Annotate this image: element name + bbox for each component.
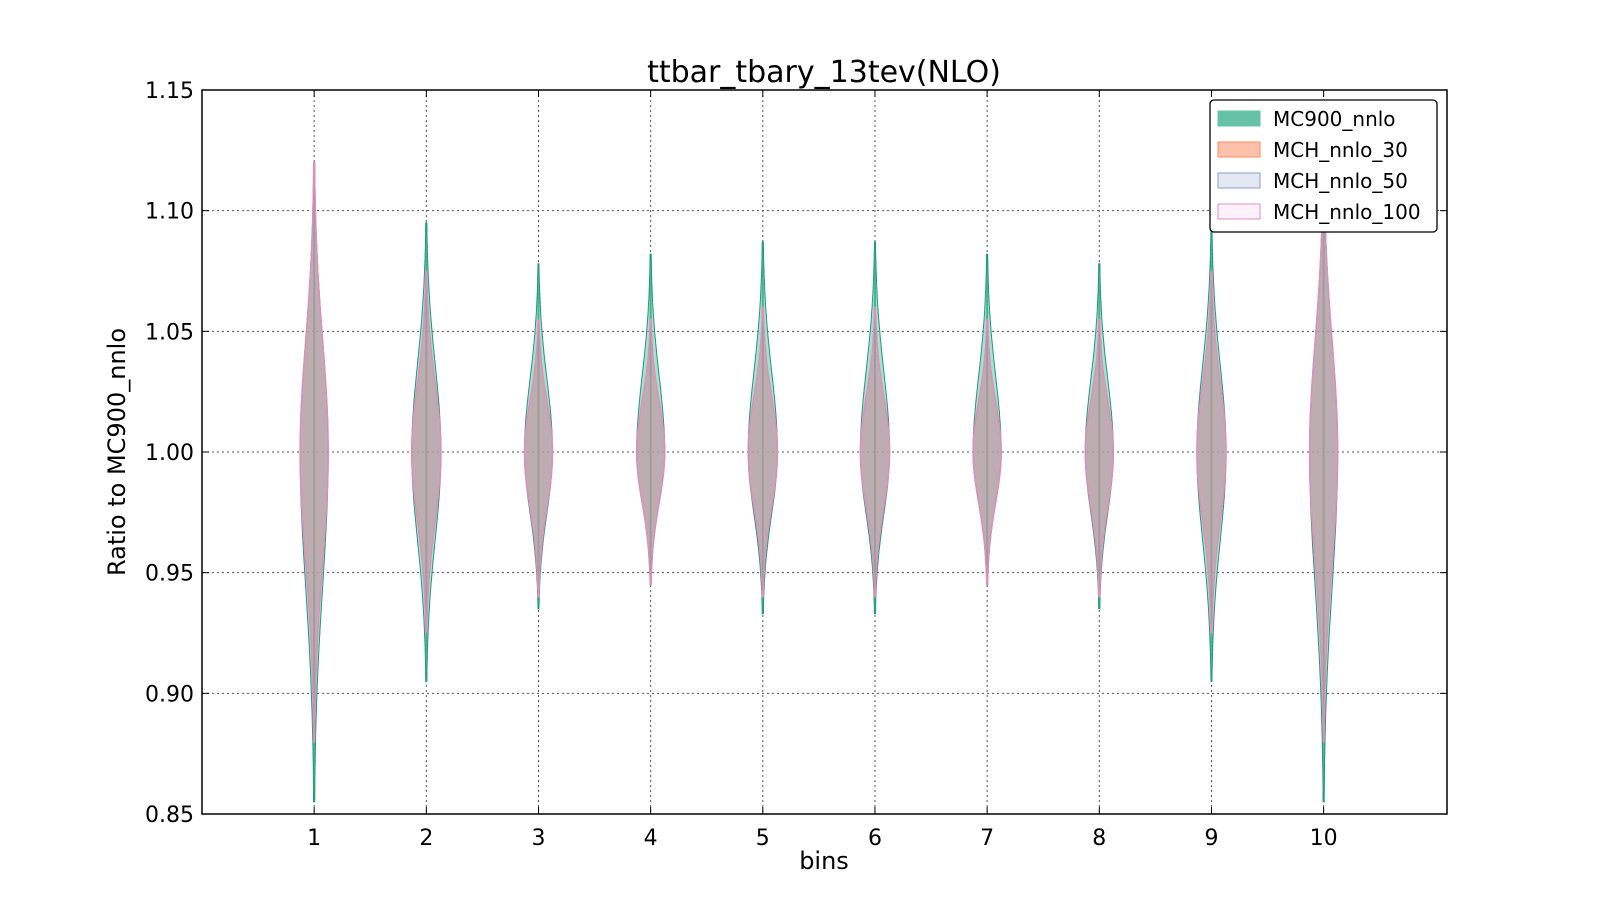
y-tick-label: 1.05 <box>145 320 194 345</box>
x-tick-label: 8 <box>1092 826 1106 851</box>
mch100-violin <box>1196 270 1227 634</box>
legend-swatch-mc900-nnlo <box>1217 110 1261 127</box>
x-tick-label: 1 <box>307 826 321 851</box>
legend-label-mch-nnlo-30: MCH_nnlo_30 <box>1273 138 1408 162</box>
legend-label-mc900-nnlo: MC900_nnlo <box>1273 107 1396 131</box>
y-tick-label: 0.90 <box>145 682 194 707</box>
x-axis-label: bins <box>799 847 849 875</box>
legend-label-mch-nnlo-50: MCH_nnlo_50 <box>1273 169 1408 193</box>
x-tick-label: 4 <box>644 826 658 851</box>
chart-title: ttbar_tbary_13tev(NLO) <box>647 55 1001 90</box>
mch100-violin <box>635 318 666 586</box>
mch100-violin <box>523 318 554 598</box>
y-tick-label: 0.95 <box>145 562 194 587</box>
y-tick-label: 1.10 <box>145 200 194 225</box>
x-tick-label: 3 <box>531 826 545 851</box>
tick-layer: 1 2 3 4 5 6 7 8 9 10 0.85 0.90 0.95 1.00 1.05 1.10 1.15 <box>145 79 1447 851</box>
legend-swatch-mch-nnlo-50 <box>1217 172 1261 189</box>
violin-layer <box>299 161 1339 803</box>
legend: MC900_nnlo MCH_nnlo_30 MCH_nnlo_50 MCH_nnlo… <box>1209 99 1438 233</box>
mch100-violin <box>411 270 442 634</box>
mc900-violin <box>411 222 442 682</box>
y-axis-label: Ratio to MC900_nnlo <box>103 328 131 576</box>
x-tick-label: 5 <box>756 826 770 851</box>
legend-label-mch-nnlo-100: MCH_nnlo_100 <box>1273 200 1421 224</box>
x-tick-label: 7 <box>980 826 994 851</box>
legend-swatch-mch-nnlo-30 <box>1217 141 1261 158</box>
y-tick-label: 1.15 <box>145 79 194 104</box>
legend-swatch-mch-nnlo-100 <box>1217 203 1261 220</box>
x-tick-label: 9 <box>1204 826 1218 851</box>
mch100-violin <box>859 306 891 598</box>
legend-items: MC900_nnlo MCH_nnlo_30 MCH_nnlo_50 MCH_nnlo… <box>1217 107 1421 224</box>
y-tick-label: 1.00 <box>145 441 194 466</box>
legend-frame <box>1209 99 1438 233</box>
x-tick-label: 6 <box>868 826 882 851</box>
mch100-violin <box>747 306 779 598</box>
x-tick-label: 10 <box>1310 826 1338 851</box>
y-tick-label: 0.85 <box>145 803 194 828</box>
mch100-violin <box>299 161 329 743</box>
x-tick-label: 2 <box>419 826 433 851</box>
mch100-violin <box>972 318 1002 586</box>
mch100-violin <box>1084 318 1115 598</box>
